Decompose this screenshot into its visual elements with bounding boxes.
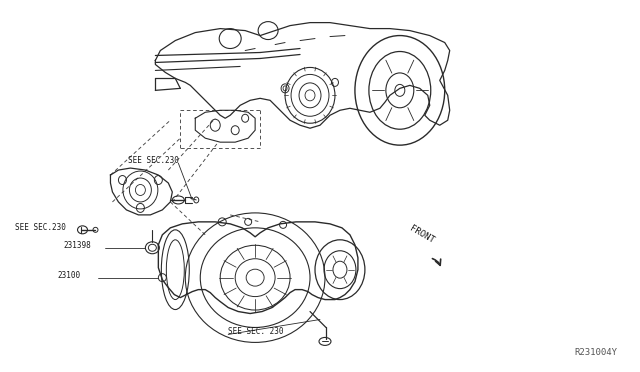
Text: R231004Y: R231004Y: [574, 348, 618, 357]
Text: SEE SEC.230: SEE SEC.230: [129, 156, 179, 165]
Text: FRONT: FRONT: [408, 224, 436, 245]
Text: SEE SEC. 230: SEE SEC. 230: [228, 327, 284, 336]
Text: 23100: 23100: [58, 271, 81, 280]
Text: 231398: 231398: [63, 241, 92, 250]
Text: SEE SEC.230: SEE SEC.230: [15, 223, 65, 232]
